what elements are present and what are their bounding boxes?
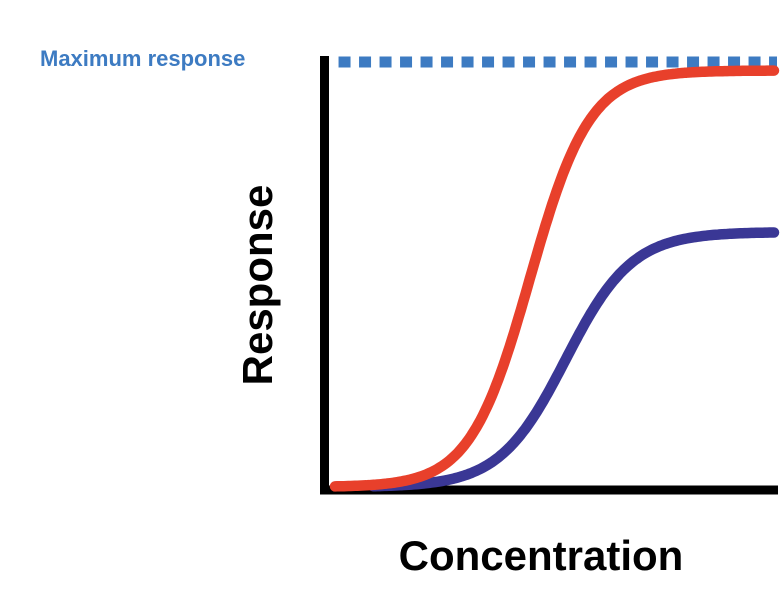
red-curve: [329, 65, 780, 492]
y-axis-label: Response: [234, 184, 281, 386]
blue-curve: [367, 227, 780, 492]
x-axis-label: Concentration: [398, 532, 684, 579]
max-response-label: Maximum response: [40, 46, 246, 71]
